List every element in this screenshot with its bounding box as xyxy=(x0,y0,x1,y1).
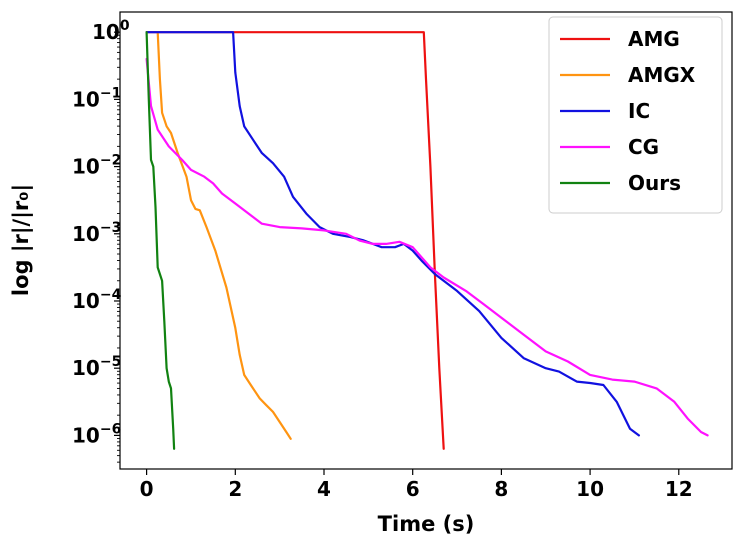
legend-box xyxy=(548,16,723,214)
legend-label-amgx: AMGX xyxy=(628,63,696,87)
x-tick-label: 12 xyxy=(665,477,693,501)
y-ticks: 100 10−1 10−2 10−3 10−4 10−5 10−6 xyxy=(72,18,130,463)
legend: AMG AMGX IC CG Ours xyxy=(548,16,723,214)
legend-label-cg: CG xyxy=(628,135,659,159)
y-tick-label: 10−2 xyxy=(72,153,121,179)
y-tick-label: 10−4 xyxy=(72,287,122,313)
y-tick-label: 10−3 xyxy=(72,220,121,246)
legend-label-amg: AMG xyxy=(628,27,680,51)
x-tick-label: 2 xyxy=(228,477,242,501)
series-line-amg xyxy=(145,31,445,450)
x-tick-label: 10 xyxy=(576,477,604,501)
x-ticks: 0 2 4 6 8 10 12 xyxy=(140,469,693,501)
series-line-cg xyxy=(145,57,709,437)
x-axis-label: Time (s) xyxy=(378,512,475,536)
series-layer xyxy=(145,31,709,450)
y-tick-label: 10−1 xyxy=(72,85,121,111)
y-tick-label: 100 xyxy=(92,18,130,44)
x-tick-label: 8 xyxy=(494,477,508,501)
y-tick-label: 10−6 xyxy=(72,421,121,447)
x-tick-label: 0 xyxy=(140,477,154,501)
y-axis-label: log |r|/|r₀| xyxy=(9,184,34,296)
series-line-ours xyxy=(145,31,176,450)
x-tick-label: 6 xyxy=(406,477,420,501)
x-tick-label: 4 xyxy=(317,477,331,501)
series-line-ic xyxy=(145,31,640,437)
legend-label-ic: IC xyxy=(628,99,650,123)
y-tick-label: 10−5 xyxy=(72,354,121,380)
legend-label-ours: Ours xyxy=(628,171,681,195)
series-line-amgx xyxy=(156,31,292,440)
